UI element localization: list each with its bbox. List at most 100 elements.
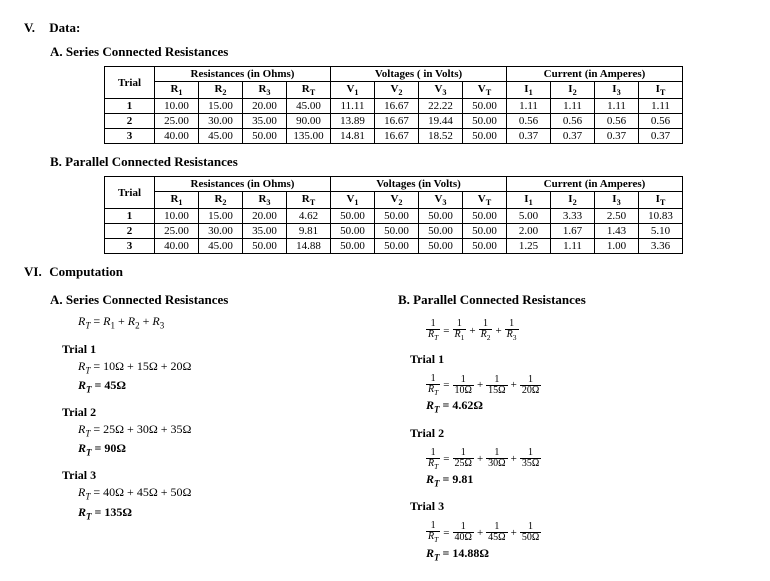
data-cell: 0.56 bbox=[551, 114, 595, 129]
trial-cell: 3 bbox=[105, 239, 155, 254]
parallel-main-formula: 1RT = 1R1 + 1R2 + 1R3 bbox=[426, 319, 519, 342]
data-cell: 35.00 bbox=[243, 114, 287, 129]
trial-cell: 2 bbox=[105, 224, 155, 239]
col-header: R1 bbox=[155, 192, 199, 209]
data-cell: 16.67 bbox=[375, 99, 419, 114]
table-row: 225.0030.0035.009.8150.0050.0050.0050.00… bbox=[105, 224, 683, 239]
data-cell: 20.00 bbox=[243, 209, 287, 224]
col-header-trial: Trial bbox=[105, 67, 155, 99]
roman-vi: VI. bbox=[24, 264, 46, 280]
col-header: I1 bbox=[507, 82, 551, 99]
data-cell: 14.81 bbox=[331, 129, 375, 144]
col-header: R1 bbox=[155, 82, 199, 99]
data-cell: 1.25 bbox=[507, 239, 551, 254]
data-cell: 1.11 bbox=[551, 99, 595, 114]
col-header: IT bbox=[639, 192, 683, 209]
data-cell: 0.37 bbox=[507, 129, 551, 144]
data-cell: 50.00 bbox=[419, 224, 463, 239]
group-header: Current (in Amperes) bbox=[507, 67, 683, 82]
data-cell: 25.00 bbox=[155, 224, 199, 239]
data-cell: 5.10 bbox=[639, 224, 683, 239]
parallel-table: TrialResistances (in Ohms)Voltages (in V… bbox=[104, 176, 683, 254]
data-cell: 90.00 bbox=[287, 114, 331, 129]
group-header: Resistances (in Ohms) bbox=[155, 67, 331, 82]
col-header: I1 bbox=[507, 192, 551, 209]
trial-label: Trial 1 bbox=[410, 352, 746, 367]
data-cell: 50.00 bbox=[463, 239, 507, 254]
data-cell: 19.44 bbox=[419, 114, 463, 129]
col-header: VT bbox=[463, 82, 507, 99]
trial-result: RT = 135Ω bbox=[78, 505, 398, 522]
table-row: 340.0045.0050.0014.8850.0050.0050.0050.0… bbox=[105, 239, 683, 254]
data-cell: 13.89 bbox=[331, 114, 375, 129]
data-cell: 4.62 bbox=[287, 209, 331, 224]
trial-equation: 1RT=125Ω+130Ω+135Ω bbox=[426, 448, 541, 471]
col-header: I2 bbox=[551, 192, 595, 209]
data-cell: 15.00 bbox=[199, 99, 243, 114]
series-table: TrialResistances (in Ohms)Voltages ( in … bbox=[104, 66, 683, 144]
comp-col-parallel: B. Parallel Connected Resistances 1RT = … bbox=[398, 288, 746, 565]
data-cell: 1.00 bbox=[595, 239, 639, 254]
trial-label: Trial 2 bbox=[62, 405, 398, 420]
data-cell: 40.00 bbox=[155, 129, 199, 144]
data-cell: 50.00 bbox=[463, 114, 507, 129]
computation-area: A. Series Connected Resistances RT = R1 … bbox=[50, 288, 746, 565]
data-cell: 50.00 bbox=[419, 239, 463, 254]
data-cell: 1.11 bbox=[507, 99, 551, 114]
trial-label: Trial 3 bbox=[410, 499, 746, 514]
data-cell: 1.11 bbox=[639, 99, 683, 114]
trial-label: Trial 1 bbox=[62, 342, 398, 357]
table-row: 110.0015.0020.0045.0011.1116.6722.2250.0… bbox=[105, 99, 683, 114]
col-header: V3 bbox=[419, 192, 463, 209]
data-cell: 10.83 bbox=[639, 209, 683, 224]
data-cell: 30.00 bbox=[199, 114, 243, 129]
trial-equation: 1RT=110Ω+115Ω+120Ω bbox=[426, 374, 541, 397]
col-header: R2 bbox=[199, 192, 243, 209]
data-cell: 50.00 bbox=[243, 239, 287, 254]
data-cell: 1.11 bbox=[551, 239, 595, 254]
data-cell: 9.81 bbox=[287, 224, 331, 239]
data-cell: 0.56 bbox=[639, 114, 683, 129]
table-row: 340.0045.0050.00135.0014.8116.6718.5250.… bbox=[105, 129, 683, 144]
data-cell: 45.00 bbox=[199, 239, 243, 254]
col-header: R2 bbox=[199, 82, 243, 99]
col-header: I3 bbox=[595, 82, 639, 99]
data-cell: 25.00 bbox=[155, 114, 199, 129]
data-cell: 50.00 bbox=[243, 129, 287, 144]
col-header: V1 bbox=[331, 82, 375, 99]
trial-label: Trial 3 bbox=[62, 468, 398, 483]
table-row: 110.0015.0020.004.6250.0050.0050.0050.00… bbox=[105, 209, 683, 224]
col-header: V3 bbox=[419, 82, 463, 99]
trial-result: RT = 45Ω bbox=[78, 378, 398, 395]
data-cell: 50.00 bbox=[463, 99, 507, 114]
series-trials: Trial 1RT = 10Ω + 15Ω + 20ΩRT = 45ΩTrial… bbox=[50, 342, 398, 522]
col-header: R3 bbox=[243, 192, 287, 209]
col-header: VT bbox=[463, 192, 507, 209]
group-header: Voltages (in Volts) bbox=[331, 177, 507, 192]
section-v-title: Data: bbox=[49, 20, 80, 35]
parallel-trials: Trial 11RT=110Ω+115Ω+120ΩRT = 4.62ΩTrial… bbox=[398, 352, 746, 563]
data-cell: 40.00 bbox=[155, 239, 199, 254]
col-header: V1 bbox=[331, 192, 375, 209]
series-main-formula: RT = R1 + R2 + R3 bbox=[78, 314, 398, 331]
data-cell: 16.67 bbox=[375, 129, 419, 144]
data-cell: 0.56 bbox=[595, 114, 639, 129]
data-cell: 1.11 bbox=[595, 99, 639, 114]
data-cell: 135.00 bbox=[287, 129, 331, 144]
data-cell: 45.00 bbox=[287, 99, 331, 114]
col-header: V2 bbox=[375, 192, 419, 209]
data-cell: 50.00 bbox=[463, 224, 507, 239]
data-cell: 2.00 bbox=[507, 224, 551, 239]
data-cell: 3.33 bbox=[551, 209, 595, 224]
col-header: V2 bbox=[375, 82, 419, 99]
data-cell: 50.00 bbox=[463, 209, 507, 224]
data-cell: 1.67 bbox=[551, 224, 595, 239]
data-cell: 50.00 bbox=[331, 209, 375, 224]
comp-col-series: A. Series Connected Resistances RT = R1 … bbox=[50, 288, 398, 565]
section-v-heading: V. Data: bbox=[24, 20, 746, 36]
data-cell: 16.67 bbox=[375, 114, 419, 129]
trial-result: RT = 14.88Ω bbox=[426, 546, 746, 563]
data-cell: 0.37 bbox=[595, 129, 639, 144]
data-cell: 50.00 bbox=[463, 129, 507, 144]
group-header: Resistances (in Ohms) bbox=[155, 177, 331, 192]
